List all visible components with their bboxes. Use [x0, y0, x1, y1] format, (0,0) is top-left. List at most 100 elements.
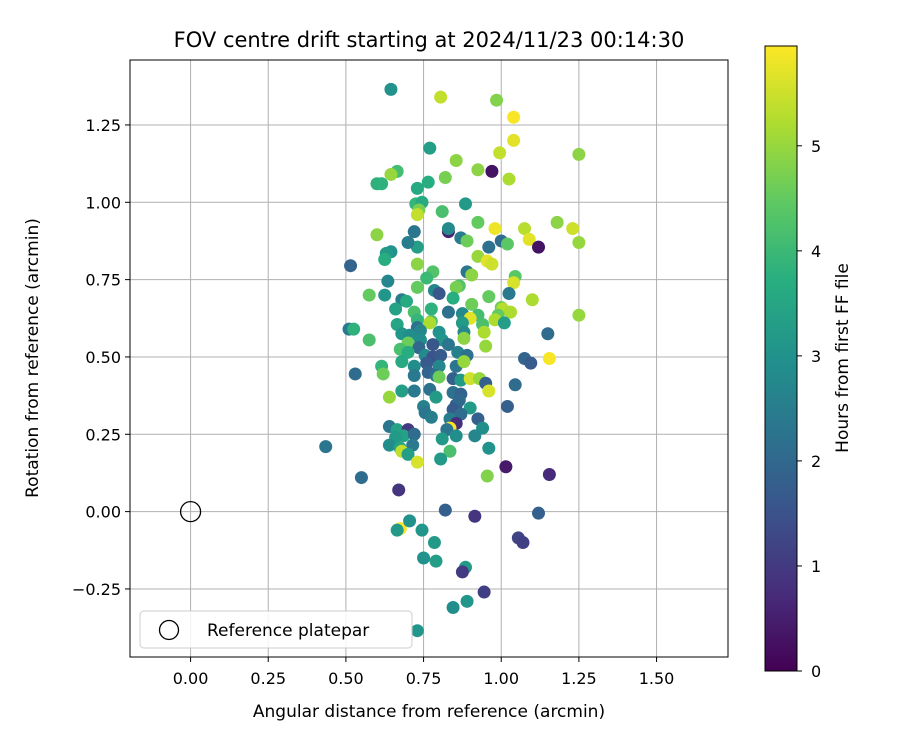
data-point [477, 325, 491, 339]
data-point [497, 316, 511, 330]
data-point [465, 297, 479, 311]
data-point [471, 215, 485, 229]
reference-marker-group [179, 500, 202, 523]
colorbar-tick-label: 1 [811, 557, 821, 576]
reference-marker [179, 500, 202, 523]
data-point [401, 236, 415, 250]
data-point [384, 82, 398, 96]
data-point [395, 384, 409, 398]
legend: Reference platepar [139, 610, 413, 649]
data-point [502, 287, 516, 301]
data-point [378, 288, 392, 302]
data-point [389, 302, 403, 316]
data-point [435, 205, 449, 219]
data-point [541, 327, 555, 341]
data-point [463, 372, 477, 386]
data-point [410, 624, 424, 638]
colorbar-tick-label: 4 [811, 242, 821, 261]
data-point [376, 367, 390, 381]
data-point [407, 359, 421, 373]
data-point [427, 536, 441, 550]
data-point [471, 163, 485, 177]
legend-reference-marker [158, 619, 180, 641]
data-point [460, 234, 474, 248]
data-point [423, 316, 437, 330]
data-point [407, 427, 421, 441]
colorbar-gradient [764, 45, 798, 672]
colorbar: 0 1 2 3 4 5 Hours from first FF file [764, 45, 853, 681]
data-point [441, 305, 455, 319]
colorbar-ticks: 0 1 2 3 4 5 [797, 137, 821, 681]
data-point [468, 509, 482, 523]
data-point [438, 503, 452, 517]
data-point [508, 378, 522, 392]
chart-title: FOV centre drift starting at 2024/11/23 … [174, 28, 685, 52]
data-point [395, 355, 409, 369]
data-point [572, 147, 586, 161]
colorbar-tick-label: 5 [811, 137, 821, 156]
data-point [542, 352, 556, 365]
data-point [410, 257, 424, 271]
y-tick-label: 1.00 [85, 193, 121, 212]
data-point [518, 222, 532, 236]
data-point [410, 208, 424, 222]
data-point [479, 339, 493, 353]
y-tick-label: 0.00 [85, 503, 121, 522]
data-point [424, 302, 438, 316]
data-point [482, 384, 496, 398]
data-point [432, 287, 446, 301]
data-point [457, 355, 471, 369]
data-point [390, 523, 404, 537]
data-point [480, 469, 494, 483]
data-point [532, 240, 546, 254]
data-point [403, 514, 417, 528]
y-axis-label: Rotation from reference (arcmin) [23, 218, 43, 498]
plot-area-frame [129, 59, 729, 658]
data-point [375, 177, 389, 191]
data-point [572, 236, 586, 250]
data-point [413, 324, 427, 338]
colorbar-label: Hours from first FF file [833, 263, 853, 453]
x-tick-label: 1.50 [639, 669, 675, 688]
data-point [477, 585, 491, 599]
data-point [423, 141, 437, 155]
data-point [449, 154, 463, 168]
data-point [381, 274, 395, 288]
data-point [434, 90, 448, 104]
data-point [319, 440, 333, 454]
data-point [572, 308, 586, 322]
data-point [432, 370, 446, 384]
data-point [449, 280, 463, 294]
data-point [378, 253, 392, 267]
data-point [434, 348, 448, 362]
data-point [354, 471, 368, 485]
y-tick-label: 0.25 [85, 425, 121, 444]
data-point [435, 432, 449, 446]
data-points [319, 82, 586, 638]
x-axis-label: Angular distance from reference (arcmin) [253, 702, 605, 722]
data-point [485, 164, 499, 178]
data-point [500, 237, 514, 251]
data-point [502, 172, 516, 186]
y-tick-label: 1.25 [85, 116, 121, 135]
data-point [500, 399, 514, 413]
data-point [401, 345, 415, 359]
legend-label: Reference platepar [207, 621, 369, 641]
data-point [482, 441, 496, 455]
data-point [455, 565, 469, 579]
y-tick-label: −0.25 [72, 580, 121, 599]
data-point [399, 294, 413, 308]
data-point [438, 171, 452, 185]
colorbar-tick-label: 2 [811, 452, 821, 471]
data-point [434, 452, 448, 466]
data-point [463, 401, 477, 415]
data-point [566, 222, 580, 236]
data-point [392, 483, 406, 497]
data-point [490, 93, 504, 107]
data-point [459, 197, 473, 211]
data-point [507, 133, 521, 147]
data-point [465, 268, 479, 282]
data-point [550, 215, 564, 229]
data-point [420, 271, 434, 285]
